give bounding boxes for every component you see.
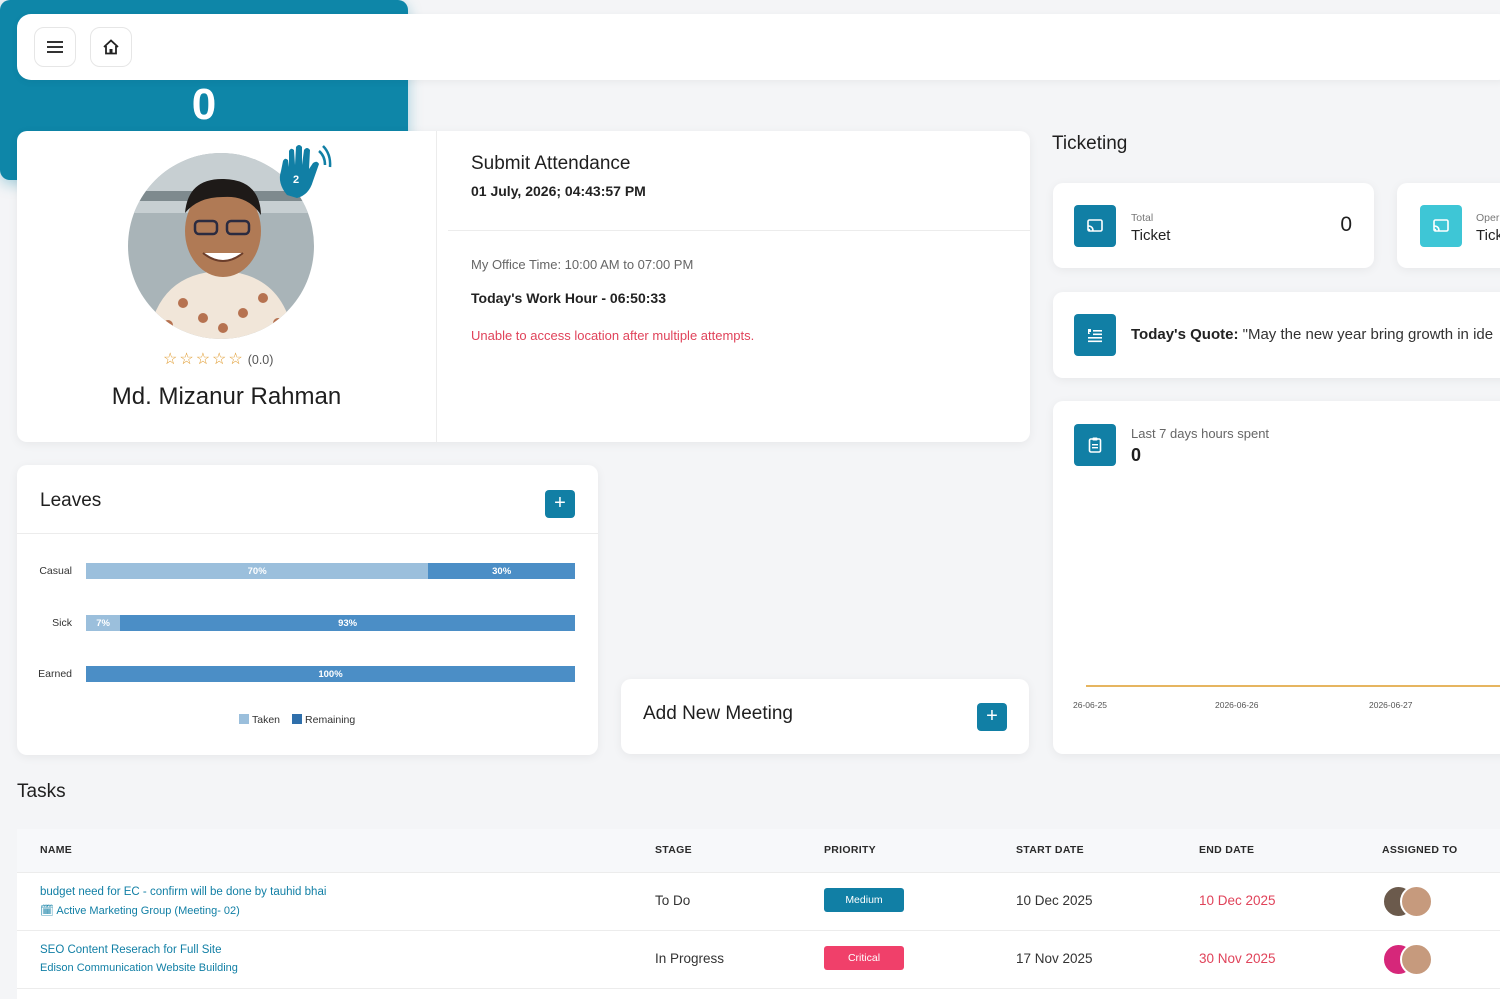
star-icon: ☆ (179, 351, 194, 368)
task-project-link[interactable]: Edison Communication Website Building (40, 962, 238, 974)
cast-icon (1074, 205, 1116, 247)
x-tick-label: 2026-06-26 (1215, 700, 1259, 710)
leaves-legend: Taken Remaining (239, 714, 355, 726)
quote-card: Today's Quote: "May the new year bring g… (1053, 292, 1500, 378)
total-ticket-label: Ticket (1131, 227, 1171, 244)
task-name-link[interactable]: budget need for EC - confirm will be don… (40, 886, 327, 898)
attendance-datetime: 01 July, 2026; 04:43:57 PM (471, 183, 646, 199)
add-meeting-title: Add New Meeting (643, 703, 793, 724)
star-icon: ☆ (212, 351, 227, 368)
x-tick-label: 2026-06-27 (1369, 700, 1413, 710)
employee-name: Md. Mizanur Rahman (111, 383, 342, 410)
open-ticket-label: Tick (1476, 227, 1500, 244)
attendance-title[interactable]: Submit Attendance (471, 153, 631, 174)
avatar[interactable] (1400, 943, 1433, 976)
table-row: budget need for EC - confirm will be don… (17, 873, 1500, 931)
leave-type-label: Casual (39, 565, 72, 577)
leave-bar-row: Casual 70% 30% (17, 563, 598, 579)
leave-taken-segment: 7% (86, 615, 121, 631)
col-end-date[interactable]: END DATE (1199, 844, 1255, 856)
leaves-card: Leaves + Casual 70% 30% Sick 7% 93% Earned 100%… (17, 465, 598, 755)
total-ticket-count: 0 (1340, 213, 1352, 236)
leave-bar-row: Sick 7% 93% (17, 615, 598, 631)
meeting-count: 0 (191, 80, 217, 129)
legend-remaining: Remaining (292, 714, 355, 726)
task-stage: To Do (655, 893, 691, 908)
clipboard-icon (1074, 424, 1116, 466)
divider (436, 131, 437, 442)
priority-badge: Medium (824, 888, 904, 912)
tasks-table: NAME STAGE PRIORITY START DATE END DATE … (17, 829, 1500, 999)
avatar[interactable] (1400, 885, 1433, 918)
work-hour: Today's Work Hour - 06:50:33 (471, 290, 666, 306)
col-stage[interactable]: STAGE (655, 844, 692, 856)
task-name-link[interactable]: SEO Content Reserach for Full Site (40, 944, 222, 956)
leave-bar-track: 100% (86, 666, 575, 682)
open-ticket-small-label: Oper (1476, 212, 1500, 224)
star-icon: ☆ (228, 351, 243, 368)
add-leave-button[interactable]: + (545, 490, 575, 518)
table-header: NAME STAGE PRIORITY START DATE END DATE … (17, 829, 1500, 873)
meeting-title: Today's Meeting (130, 26, 278, 47)
open-ticket-card[interactable]: Oper Tick (1397, 183, 1500, 268)
legend-taken: Taken (239, 714, 280, 726)
leave-taken-segment: 70% (86, 563, 429, 579)
rating-stars: ☆ ☆ ☆ ☆ ☆ (0.0) (163, 352, 273, 368)
task-stage: In Progress (655, 951, 725, 966)
hours-value: 0 (1131, 445, 1142, 465)
rating-value: (0.0) (247, 353, 274, 367)
star-icon: ☆ (163, 351, 178, 368)
hours-series-line (1086, 685, 1500, 687)
task-start-date: 10 Dec 2025 (1016, 893, 1093, 908)
total-ticket-card[interactable]: Total Ticket 0 (1053, 183, 1374, 268)
office-time: My Office Time: 10:00 AM to 07:00 PM (471, 257, 694, 272)
task-end-date: 30 Nov 2025 (1199, 951, 1276, 966)
star-icon: ☆ (195, 351, 211, 368)
hours-spent-card: Last 7 days hours spent 0 26-06-25 2026-… (1053, 401, 1500, 754)
leave-bar-track: 70% 30% (86, 563, 575, 579)
table-row: SEO Content Reserach for Full Site Ediso… (17, 931, 1500, 989)
leave-type-label: Sick (52, 617, 72, 629)
task-end-date: 10 Dec 2025 (1199, 893, 1276, 908)
divider (448, 230, 1030, 231)
leaves-title: Leaves (40, 490, 102, 511)
cast-icon (1420, 205, 1462, 247)
total-ticket-small-label: Total (1131, 212, 1154, 224)
profile-attendance-card: 2 ☆ ☆ ☆ ☆ ☆ (0.0) Md. Mizanur Rahman Sub… (17, 131, 1030, 442)
leave-bar-track: 7% 93% (86, 615, 575, 631)
add-meeting-card: Add New Meeting + (621, 679, 1029, 754)
x-tick-label: 26-06-25 (1073, 700, 1108, 710)
divider (17, 533, 598, 534)
priority-badge: Critical (824, 946, 904, 970)
assignee-avatars (1382, 943, 1452, 977)
top-bar (17, 14, 1500, 80)
leave-remaining-segment: 30% (428, 563, 575, 579)
col-start-date[interactable]: START DATE (1016, 844, 1084, 856)
add-meeting-button[interactable]: + (977, 703, 1007, 731)
tasks-title: Tasks (17, 781, 66, 802)
col-assigned-to[interactable]: ASSIGNED TO (1382, 844, 1458, 856)
assignee-avatars (1382, 885, 1452, 919)
wave-badge: 2 (292, 174, 300, 186)
leave-bar-row: Earned 100% (17, 666, 598, 682)
task-start-date: 17 Nov 2025 (1016, 951, 1093, 966)
leave-remaining-segment: 100% (86, 666, 575, 682)
leave-type-label: Earned (38, 668, 72, 680)
col-priority[interactable]: PRIORITY (824, 844, 876, 856)
hours-label: Last 7 days hours spent (1131, 426, 1270, 441)
quote-text: Today's Quote: "May the new year bring g… (1131, 326, 1494, 343)
location-error: Unable to access location after multiple… (471, 328, 755, 343)
waving-hand-icon (279, 145, 332, 198)
ticketing-title: Ticketing (1052, 133, 1128, 154)
leave-remaining-segment: 93% (120, 615, 575, 631)
task-project-link[interactable]: 🗓 Active Marketing Group (Meeting- 02) (40, 905, 240, 917)
home-icon[interactable] (90, 27, 132, 67)
quote-list-icon (1074, 314, 1116, 356)
hamburger-menu-icon[interactable] (34, 27, 76, 67)
col-name[interactable]: NAME (40, 844, 73, 856)
